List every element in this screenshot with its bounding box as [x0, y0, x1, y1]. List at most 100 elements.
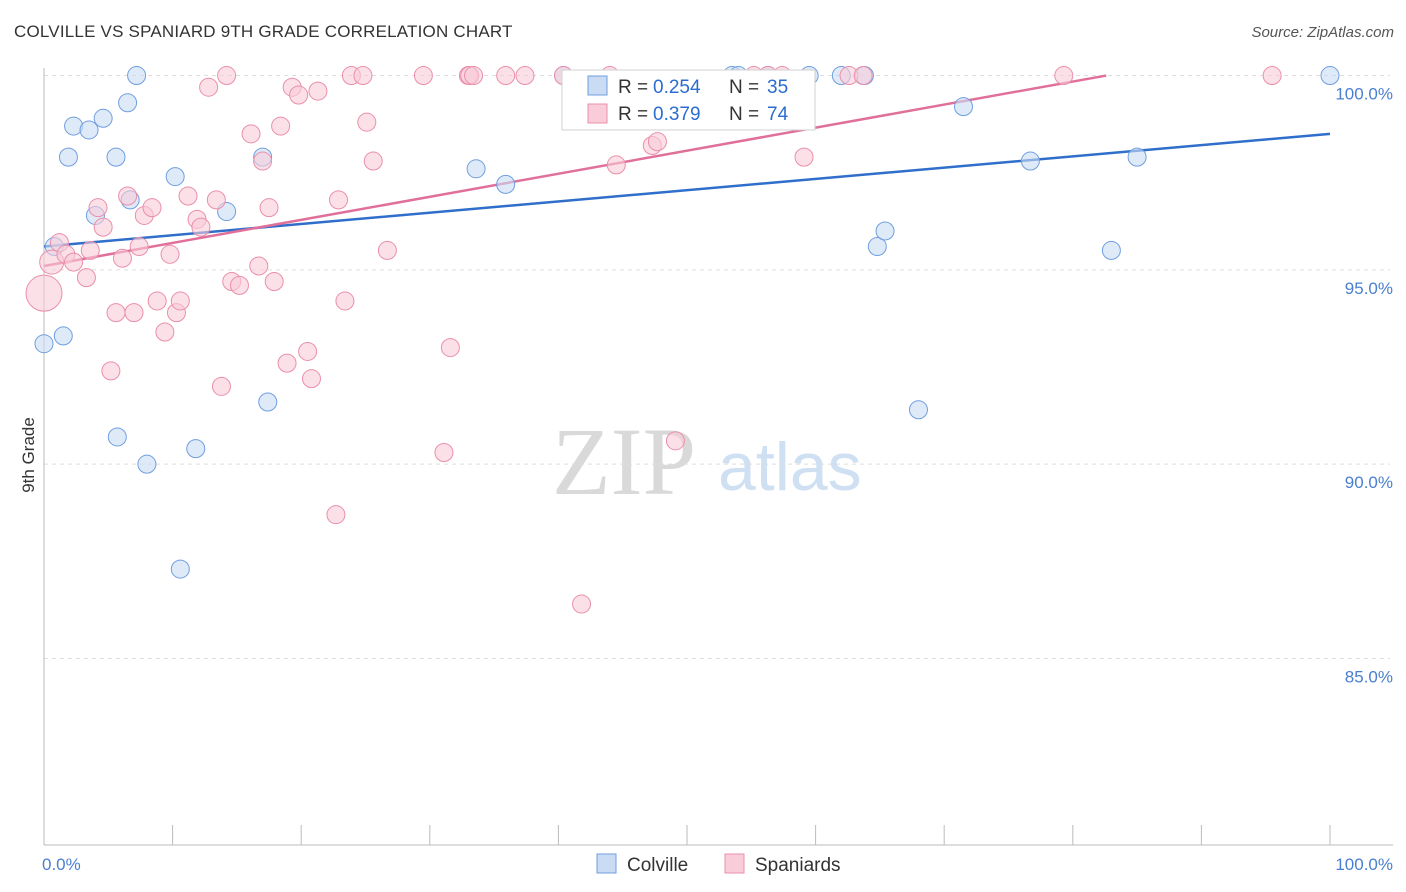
point-spaniards — [112, 248, 132, 268]
bottom-legend-label-colville[interactable]: Colville — [627, 855, 688, 876]
point-spaniards — [572, 594, 592, 614]
point-spaniards — [88, 198, 108, 218]
legend-n-value-spaniards: 74 — [767, 104, 789, 125]
point-spaniards — [434, 443, 454, 462]
legend-r-label-spaniards: R = — [618, 104, 648, 125]
watermark-zip: ZIP — [552, 408, 696, 515]
legend-r-label-colville: R = — [618, 77, 648, 98]
point-spaniards — [301, 369, 321, 389]
point-spaniards — [363, 151, 383, 171]
point-colville — [1127, 147, 1147, 167]
point-colville — [953, 97, 973, 117]
trend-layer — [43, 74, 1331, 268]
y-axis-title: 9th Grade — [19, 417, 38, 493]
point-colville — [137, 454, 157, 474]
point-spaniards — [155, 322, 175, 342]
point-spaniards — [249, 256, 269, 276]
y-tick-label: 85.0% — [1345, 667, 1393, 686]
point-spaniards — [211, 376, 231, 396]
point-spaniards — [335, 291, 355, 311]
watermark-atlas: atlas — [718, 429, 862, 505]
point-colville — [1320, 66, 1340, 86]
point-spaniards — [64, 252, 84, 272]
point-colville — [258, 392, 278, 412]
point-spaniards — [106, 303, 126, 323]
point-spaniards — [464, 66, 484, 86]
point-spaniards — [298, 341, 318, 361]
y-tick-label: 100.0% — [1335, 85, 1393, 104]
point-spaniards — [496, 66, 516, 86]
point-spaniards — [129, 237, 149, 257]
y-tick-label: 95.0% — [1345, 279, 1393, 298]
stats-legend: R = 0.254 N = 35 R = 0.379 N = 74 — [561, 69, 816, 131]
trend-line-spaniards — [43, 74, 1107, 268]
point-colville — [1101, 240, 1121, 260]
point-colville — [867, 237, 887, 257]
point-spaniards — [794, 147, 814, 167]
point-spaniards — [277, 353, 297, 373]
point-colville — [186, 439, 206, 459]
legend-r-value-colville: 0.254 — [653, 77, 701, 98]
point-spaniards — [326, 505, 346, 525]
y-tick-label: 90.0% — [1345, 473, 1393, 492]
legend-n-label-colville: N = — [729, 77, 759, 98]
series-legend: Colville Spaniards — [596, 853, 841, 876]
point-spaniards — [170, 291, 190, 311]
bottom-legend-label-spaniards[interactable]: Spaniards — [755, 855, 841, 876]
point-colville — [53, 326, 73, 346]
point-spaniards — [142, 198, 162, 218]
point-spaniards — [308, 81, 328, 101]
point-spaniards — [178, 186, 198, 206]
point-spaniards — [1262, 66, 1282, 86]
grid-layer — [44, 75, 1390, 659]
legend-r-value-spaniards: 0.379 — [653, 104, 701, 125]
point-colville — [875, 221, 895, 241]
point-spaniards — [1054, 66, 1074, 86]
point-spaniards — [289, 85, 309, 105]
point-spaniards — [440, 338, 460, 358]
point-colville — [165, 167, 185, 187]
legend-n-value-colville: 35 — [767, 77, 788, 98]
chart-title: COLVILLE VS SPANIARD 9TH GRADE CORRELATI… — [14, 22, 513, 41]
point-colville — [908, 400, 928, 420]
point-spaniards — [253, 151, 273, 171]
point-spaniards — [665, 431, 685, 451]
point-spaniards — [229, 275, 249, 295]
point-spaniards — [199, 77, 219, 97]
bottom-legend-swatch-spaniards[interactable] — [724, 853, 745, 874]
point-colville — [466, 159, 486, 179]
point-spaniards — [101, 361, 121, 381]
points-layer — [25, 66, 1340, 614]
legend-n-label-spaniards: N = — [729, 104, 759, 125]
point-spaniards — [160, 244, 180, 264]
point-spaniards — [353, 66, 373, 86]
point-spaniards — [377, 240, 397, 260]
point-spaniards — [118, 186, 138, 206]
legend-swatch-spaniards — [587, 103, 608, 124]
point-spaniards — [606, 155, 626, 175]
point-spaniards — [241, 124, 261, 144]
point-spaniards — [93, 217, 113, 237]
legend-swatch-colville — [587, 75, 608, 96]
x-tick-label: 0.0% — [42, 855, 81, 874]
bottom-legend-swatch-colville[interactable] — [596, 853, 617, 874]
point-colville — [93, 108, 113, 128]
chart-source: Source: ZipAtlas.com — [1251, 24, 1394, 41]
point-spaniards — [357, 112, 377, 132]
point-spaniards — [191, 217, 211, 237]
point-colville — [118, 93, 138, 113]
point-spaniards — [328, 190, 348, 210]
point-spaniards — [515, 66, 535, 86]
point-colville — [496, 174, 516, 194]
point-colville — [107, 427, 127, 447]
point-colville — [58, 147, 78, 167]
axis-layer: 100.0% 95.0% 90.0% 85.0% 0.0% 100.0% — [42, 68, 1393, 874]
point-spaniards — [271, 116, 291, 136]
x-tick-label: 100.0% — [1335, 855, 1393, 874]
point-spaniards — [413, 66, 433, 86]
point-spaniards — [206, 190, 226, 210]
point-spaniards — [124, 303, 144, 323]
point-spaniards — [76, 268, 96, 288]
point-spaniards — [853, 66, 873, 86]
